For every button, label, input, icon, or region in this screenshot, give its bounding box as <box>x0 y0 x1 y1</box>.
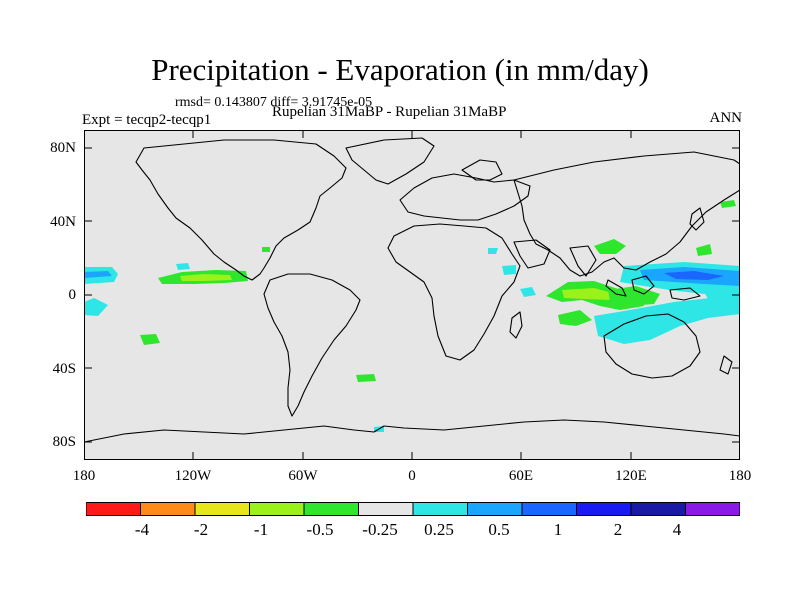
anomaly-patch-east-pacific-blue <box>84 271 112 278</box>
anomaly-patch-pacific-south-cyan <box>84 298 108 316</box>
experiment-subtitle: Rupelian 31MaBP - Rupelian 31MaBP <box>272 104 507 120</box>
x-tick-180e: 180 <box>728 468 752 484</box>
coastline-new-guinea <box>669 287 701 301</box>
anomaly-patch-pacific-lightgreen <box>180 274 232 281</box>
y-tick-0: 0 <box>68 287 77 303</box>
anomaly-patch-wp-green <box>696 244 712 256</box>
axis-ticks <box>84 130 740 460</box>
coastline-sumatra <box>605 279 627 297</box>
x-tick-60e: 60E <box>508 468 534 484</box>
coastline-scandinavia <box>461 159 503 181</box>
anomaly-patch-sp-cyan-east <box>704 290 740 306</box>
colorbar-box <box>86 502 141 516</box>
anomaly-patch-indian-green-south <box>558 310 592 326</box>
anomaly-patch-eafrica-cyan <box>502 265 516 275</box>
anomaly-patch-indian-lightgreen <box>562 288 616 300</box>
y-tick-40s: 40S <box>52 361 76 377</box>
coastline-asia <box>513 151 740 277</box>
anomaly-patch-indian-cyan <box>520 287 536 297</box>
anomaly-patch-sp-green <box>140 334 160 345</box>
rmsd-diff-stats: rmsd= 0.143807 diff= 3.91745e-05 <box>175 95 373 110</box>
coastline-japan <box>689 207 705 231</box>
colorbar-label-1: -4 <box>134 520 150 539</box>
colorbar-label-9: 2 <box>613 520 623 539</box>
colorbar-box <box>685 502 740 516</box>
coastline-india <box>569 245 597 277</box>
colorbar <box>86 502 740 516</box>
season-label: ANN <box>709 110 743 126</box>
colorbar-box <box>576 502 632 516</box>
colorbar-label-3: -1 <box>253 520 269 539</box>
colorbar-box <box>521 502 577 516</box>
colorbar-label-8: 1 <box>553 520 563 539</box>
colorbar-box <box>194 502 250 516</box>
anomaly-patch-pacific-cyan-small <box>176 263 190 270</box>
coastline-new-zealand <box>719 355 733 375</box>
colorbar-box <box>140 502 196 516</box>
anomaly-patch-chile-green <box>262 247 270 252</box>
world-map <box>84 130 740 460</box>
x-tick-180w: 180 <box>72 468 96 484</box>
colorbar-label-5: -0.25 <box>362 520 398 539</box>
x-tick-60w: 60W <box>288 468 318 484</box>
colorbar-label-6: 0.25 <box>424 520 454 539</box>
coastline-madagascar <box>509 311 523 339</box>
coastlines <box>84 137 740 460</box>
anomaly-patch-sp-cyan <box>594 298 740 344</box>
coastline-greenland <box>345 137 435 185</box>
anomaly-patch-japan-green <box>594 239 626 254</box>
y-tick-80n: 80N <box>50 140 76 156</box>
y-tick-40n: 40N <box>50 214 76 230</box>
colorbar-label-4: -0.5 <box>306 520 334 539</box>
colorbar-label-2: -2 <box>193 520 209 539</box>
x-tick-120w: 120W <box>174 468 212 484</box>
colorbar-box <box>630 502 686 516</box>
page-title: Precipitation - Evaporation (in mm/day) <box>151 52 649 87</box>
colorbar-label-10: 4 <box>672 520 682 539</box>
coastline-europe <box>399 173 531 221</box>
anomaly-patch-wp-darkblue <box>664 271 724 280</box>
coastline-australia <box>603 313 701 379</box>
coastline-africa <box>387 223 521 361</box>
colorbar-box <box>358 502 414 516</box>
colorbar-box <box>467 502 523 516</box>
x-tick-120e: 120E <box>615 468 647 484</box>
colorbar-box <box>412 502 468 516</box>
colorbar-boxes <box>86 502 740 516</box>
coastline-borneo <box>631 275 655 295</box>
map-frame <box>84 130 740 460</box>
colorbar-box <box>249 502 305 516</box>
coastline-arabia <box>513 239 551 269</box>
coastline-south-america <box>263 273 361 417</box>
experiment-label: Expt = tecqp2-tecqp1 <box>82 112 212 128</box>
colorbar-box <box>303 502 359 516</box>
y-tick-80s: 80S <box>52 434 76 450</box>
coastline-north-america <box>135 139 347 281</box>
anomaly-patch-np-green <box>720 200 736 208</box>
coastline-antarctica <box>84 419 740 460</box>
colorbar-label-7: 0.5 <box>488 520 510 539</box>
x-tick-0: 0 <box>408 468 416 484</box>
anomaly-patch-sahel-cyan <box>488 248 498 254</box>
anomaly-patch-atlantic-green <box>356 374 376 382</box>
